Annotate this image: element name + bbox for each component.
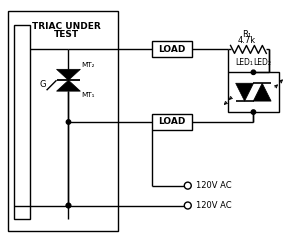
Text: LOAD: LOAD [158, 45, 186, 54]
Text: LED₂: LED₂ [253, 58, 271, 67]
Text: 4.7k: 4.7k [237, 37, 256, 45]
Bar [14, 24, 30, 219]
Text: TEST: TEST [54, 30, 79, 38]
Text: LOAD: LOAD [158, 118, 186, 127]
Text: 120V AC: 120V AC [196, 181, 231, 190]
Polygon shape [56, 80, 80, 91]
Bar [152, 41, 192, 57]
Polygon shape [253, 83, 271, 101]
Circle shape [251, 70, 256, 75]
Text: 120V AC: 120V AC [196, 201, 231, 210]
Bar [8, 11, 118, 231]
Text: R₁: R₁ [242, 30, 251, 39]
Circle shape [66, 203, 71, 208]
Circle shape [184, 182, 191, 189]
Polygon shape [236, 83, 254, 101]
Circle shape [184, 202, 191, 209]
Bar [152, 114, 192, 130]
Text: TRIAC UNDER: TRIAC UNDER [32, 22, 101, 30]
Text: MT₂: MT₂ [81, 62, 95, 68]
Circle shape [66, 120, 71, 124]
Circle shape [66, 203, 71, 208]
Polygon shape [56, 69, 80, 80]
Bar [228, 72, 279, 112]
Circle shape [251, 110, 256, 114]
Text: MT₁: MT₁ [81, 92, 95, 98]
Text: G: G [40, 80, 46, 89]
Text: LED₁: LED₁ [236, 58, 254, 67]
